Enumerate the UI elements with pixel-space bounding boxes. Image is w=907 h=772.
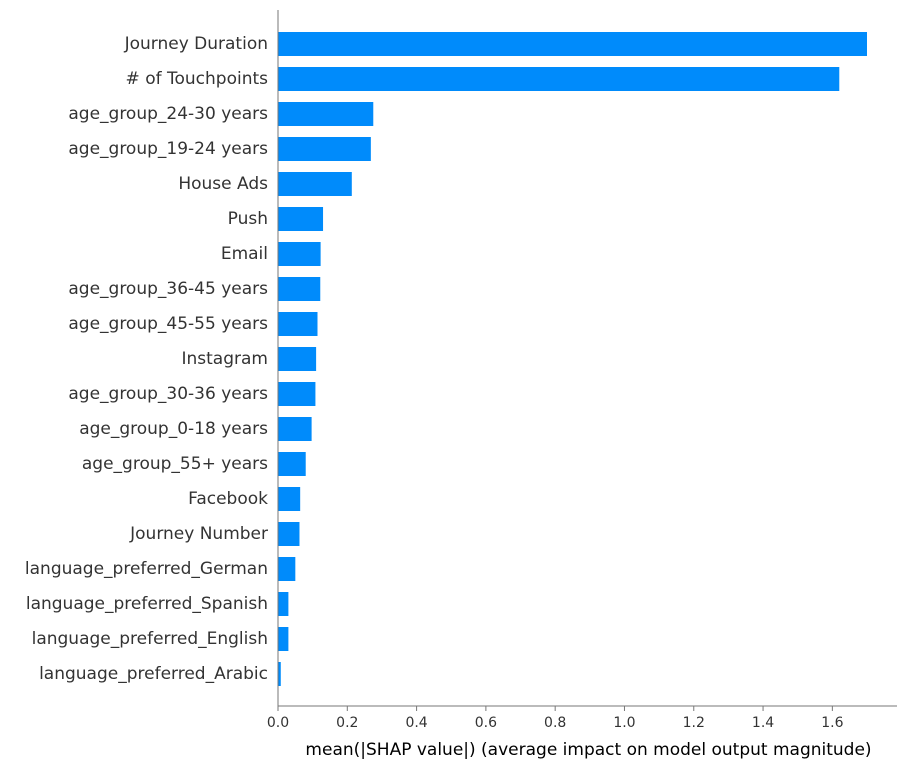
x-tick-label: 0.2 <box>336 715 358 731</box>
bar <box>278 557 296 581</box>
x-tick-label: 1.6 <box>821 715 843 731</box>
bar <box>278 592 289 616</box>
bar <box>278 347 317 371</box>
bar <box>278 312 318 336</box>
y-tick-label: Facebook <box>188 489 268 509</box>
y-tick-label: age_group_55+ years <box>82 454 268 474</box>
x-ticks: 0.0 0.2 0.4 0.6 0.8 1.0 1.2 1.4 1.6 <box>267 706 844 731</box>
bar <box>278 452 306 476</box>
y-tick-label: age_group_45-55 years <box>68 314 268 334</box>
x-tick-label: 0.0 <box>267 715 289 731</box>
axes-layer <box>277 10 897 707</box>
y-tick-label: age_group_30-36 years <box>68 384 268 404</box>
bar <box>278 207 324 231</box>
y-tick-labels: Journey Duration # of Touchpoints age_grou… <box>25 34 268 684</box>
bar <box>278 382 316 406</box>
bar <box>278 417 312 441</box>
y-tick-label: language_preferred_English <box>32 629 268 649</box>
x-tick-label: 0.6 <box>475 715 497 731</box>
y-tick-label: Push <box>228 209 268 229</box>
y-tick-label: Email <box>221 244 268 264</box>
y-tick-label: Journey Duration <box>124 34 268 54</box>
x-tick-label: 0.4 <box>405 715 427 731</box>
y-tick-label: age_group_24-30 years <box>68 104 268 124</box>
y-tick-label: age_group_36-45 years <box>68 279 268 299</box>
bar <box>278 32 867 56</box>
y-tick-label: House Ads <box>178 174 268 194</box>
bar <box>278 662 281 686</box>
bar <box>278 487 301 511</box>
y-tick-label: age_group_0-18 years <box>79 419 268 439</box>
bar <box>278 627 289 651</box>
x-tick-label: 1.4 <box>752 715 774 731</box>
bar <box>278 242 321 266</box>
bar <box>278 277 321 301</box>
y-tick-label: language_preferred_German <box>25 559 268 579</box>
bar <box>278 172 352 196</box>
bar <box>278 67 840 91</box>
x-axis-label: mean(|SHAP value|) (average impact on mo… <box>305 740 871 760</box>
x-tick-label: 1.0 <box>613 715 635 731</box>
x-tick-label: 1.2 <box>683 715 705 731</box>
y-tick-label: age_group_19-24 years <box>68 139 268 159</box>
bars-layer <box>278 32 867 686</box>
y-tick-label: language_preferred_Arabic <box>39 664 268 684</box>
bar <box>278 102 374 126</box>
bar <box>278 522 300 546</box>
x-tick-label: 0.8 <box>544 715 566 731</box>
y-tick-label: # of Touchpoints <box>126 69 269 89</box>
y-tick-label: Journey Number <box>129 524 268 544</box>
y-tick-label: language_preferred_Spanish <box>26 594 268 614</box>
y-tick-label: Instagram <box>182 349 269 369</box>
bar <box>278 137 371 161</box>
